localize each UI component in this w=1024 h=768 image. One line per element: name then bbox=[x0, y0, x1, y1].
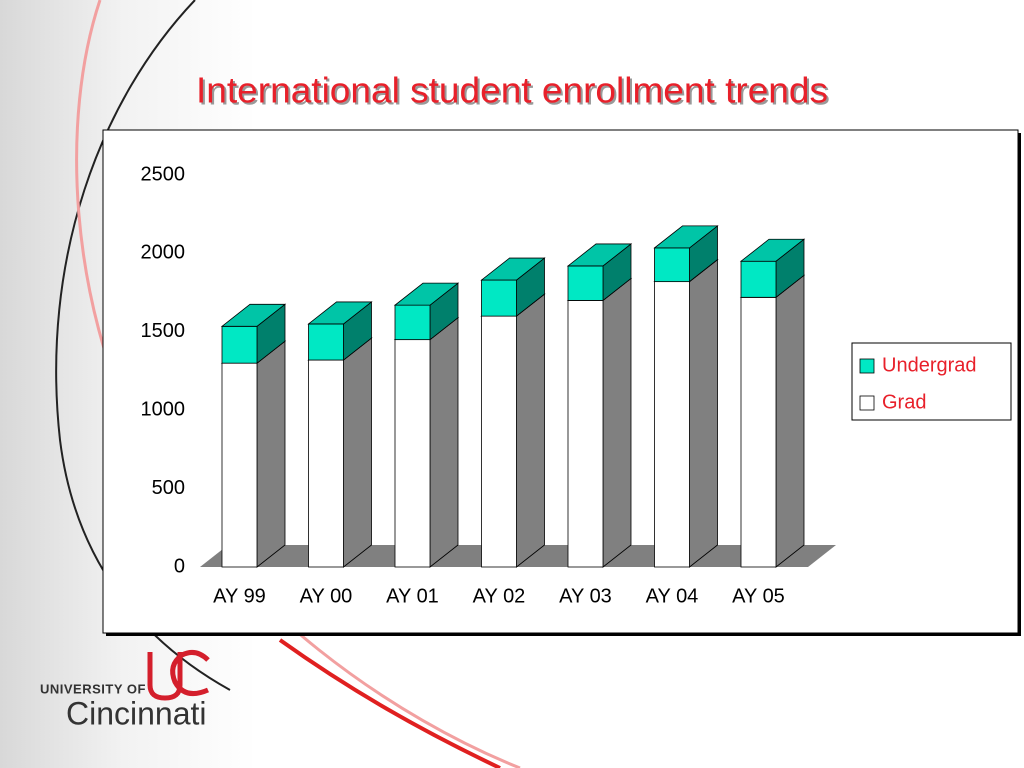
legend: Undergrad Grad bbox=[851, 342, 1012, 421]
legend-swatch bbox=[859, 358, 875, 374]
bar bbox=[308, 359, 344, 568]
decor-arc bbox=[278, 638, 501, 768]
bar-top bbox=[566, 243, 633, 267]
x-tick-label: AY 05 bbox=[732, 585, 785, 607]
legend-swatch bbox=[859, 395, 875, 411]
x-tick-label: AY 01 bbox=[386, 585, 439, 607]
bar-side bbox=[516, 293, 545, 568]
bar-top bbox=[480, 257, 546, 281]
bar bbox=[481, 315, 517, 568]
bar-top bbox=[307, 301, 373, 325]
bar bbox=[567, 265, 604, 301]
logo-mark bbox=[170, 649, 210, 697]
bar bbox=[740, 260, 777, 298]
y-tick-label: 2000 bbox=[141, 242, 186, 264]
x-tick-label: AY 00 bbox=[300, 585, 353, 607]
bar-side bbox=[343, 337, 372, 568]
y-tick-label: 1000 bbox=[141, 398, 186, 420]
bar-top bbox=[653, 225, 719, 249]
x-tick-label: AY 03 bbox=[559, 585, 612, 607]
bar bbox=[221, 362, 258, 568]
bar bbox=[481, 279, 517, 317]
bar-top bbox=[393, 282, 460, 306]
y-tick-label: 1500 bbox=[141, 320, 186, 342]
bar-top bbox=[739, 238, 806, 262]
logo-line2: Cincinnati bbox=[66, 695, 207, 731]
bar-side bbox=[256, 340, 286, 568]
y-tick-label: 2500 bbox=[141, 163, 186, 185]
legend-box bbox=[851, 342, 1012, 421]
legend-label: Grad bbox=[882, 391, 926, 413]
bar-side bbox=[689, 258, 718, 568]
bar-side bbox=[775, 274, 805, 568]
logo: UNIVERSITY OF Cincinnati bbox=[40, 649, 210, 731]
bar bbox=[221, 325, 258, 364]
x-tick-label: AY 02 bbox=[473, 585, 526, 607]
logo-line1: UNIVERSITY OF bbox=[40, 681, 146, 696]
title-shadow: International student enrollment trends bbox=[198, 72, 830, 113]
plot: 0 500 1000 1500 2000 2500 AY 99 AY 00 AY 01 AY 02… bbox=[141, 163, 836, 607]
bar bbox=[567, 300, 604, 568]
x-tick-label: AY 04 bbox=[646, 585, 699, 607]
bar bbox=[394, 304, 431, 341]
legend-items: Undergrad Grad bbox=[859, 354, 977, 413]
y-tick-label: 0 bbox=[174, 555, 185, 577]
bar-side bbox=[602, 277, 632, 568]
bar bbox=[740, 296, 777, 568]
bar bbox=[308, 323, 344, 361]
y-tick-label: 500 bbox=[152, 477, 185, 499]
x-tick-label: AY 99 bbox=[213, 585, 266, 607]
bar bbox=[654, 281, 690, 568]
bar-top bbox=[220, 303, 287, 327]
chart-title: International student enrollment trends bbox=[196, 70, 828, 111]
bar bbox=[654, 247, 690, 283]
bar bbox=[394, 339, 431, 568]
legend-label: Undergrad bbox=[882, 354, 977, 376]
bar-side bbox=[429, 316, 459, 568]
